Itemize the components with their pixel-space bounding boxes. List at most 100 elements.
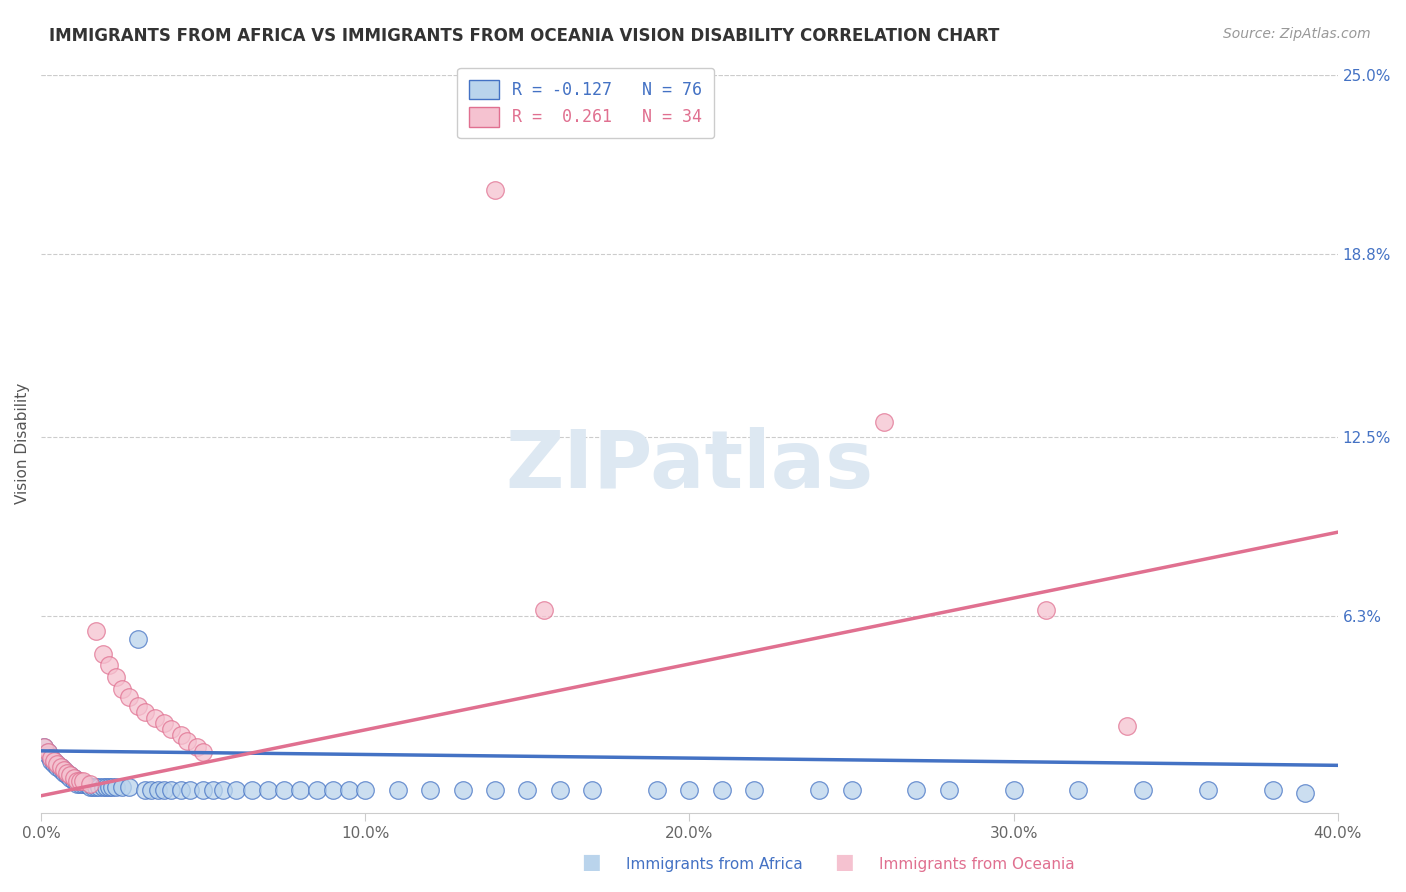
Point <box>153 716 176 731</box>
Text: Source: ZipAtlas.com: Source: ZipAtlas.com <box>1223 27 1371 41</box>
Point <box>62 772 84 786</box>
Point <box>290 783 312 797</box>
Point <box>98 780 121 794</box>
Point <box>101 780 124 794</box>
Point <box>56 768 79 782</box>
Point <box>104 780 127 794</box>
Point <box>211 783 233 797</box>
Point <box>46 756 69 771</box>
Point <box>111 780 134 794</box>
Point <box>52 763 75 777</box>
Point <box>59 768 82 782</box>
Point <box>39 751 62 765</box>
Point <box>273 783 295 797</box>
Point <box>581 783 603 797</box>
Point <box>322 783 344 797</box>
Point <box>938 783 960 797</box>
Point <box>134 705 156 719</box>
Point <box>305 783 328 797</box>
Point <box>1002 783 1025 797</box>
Point <box>337 783 360 797</box>
Point <box>46 756 69 771</box>
Point <box>159 783 181 797</box>
Point <box>533 603 555 617</box>
Point <box>134 783 156 797</box>
Text: IMMIGRANTS FROM AFRICA VS IMMIGRANTS FROM OCEANIA VISION DISABILITY CORRELATION : IMMIGRANTS FROM AFRICA VS IMMIGRANTS FRO… <box>49 27 1000 45</box>
Point <box>66 774 89 789</box>
Point <box>905 783 928 797</box>
Point <box>34 739 56 754</box>
Point <box>808 783 831 797</box>
Point <box>1132 783 1154 797</box>
Point <box>56 765 79 780</box>
Point <box>84 624 107 638</box>
Point <box>127 632 149 647</box>
Point <box>72 777 94 791</box>
Point <box>62 774 84 789</box>
Text: Immigrants from Oceania: Immigrants from Oceania <box>879 857 1074 872</box>
Point <box>645 783 668 797</box>
Point <box>201 783 224 797</box>
Point <box>179 783 201 797</box>
Point <box>451 783 474 797</box>
Point <box>127 698 149 713</box>
Point <box>354 783 377 797</box>
Point <box>1067 783 1090 797</box>
Point <box>111 681 134 696</box>
Point <box>39 754 62 768</box>
Point <box>76 777 98 791</box>
Legend: R = -0.127   N = 76, R =  0.261   N = 34: R = -0.127 N = 76, R = 0.261 N = 34 <box>457 68 714 138</box>
Point <box>159 722 181 736</box>
Point <box>59 768 82 782</box>
Point <box>169 728 191 742</box>
Point <box>34 739 56 754</box>
Point <box>117 780 139 794</box>
Point <box>193 745 215 759</box>
Point <box>37 745 59 759</box>
Point <box>710 783 733 797</box>
Point <box>484 183 506 197</box>
Point <box>46 760 69 774</box>
Point <box>94 780 117 794</box>
Point <box>98 658 121 673</box>
Point <box>42 756 65 771</box>
Point <box>37 748 59 763</box>
Point <box>42 754 65 768</box>
Text: ■: ■ <box>834 853 853 872</box>
Point <box>84 780 107 794</box>
Point <box>59 772 82 786</box>
Point <box>69 777 91 791</box>
Point <box>91 780 114 794</box>
Point <box>146 783 169 797</box>
Point <box>104 670 127 684</box>
Point <box>153 783 176 797</box>
Point <box>176 733 198 747</box>
Point <box>37 745 59 759</box>
Point <box>117 690 139 705</box>
Text: ZIPatlas: ZIPatlas <box>505 427 873 505</box>
Point <box>841 783 863 797</box>
Point <box>516 783 538 797</box>
Point <box>1261 783 1284 797</box>
Point <box>56 765 79 780</box>
Point <box>52 765 75 780</box>
Point <box>1035 603 1057 617</box>
Text: Immigrants from Africa: Immigrants from Africa <box>626 857 803 872</box>
Point <box>89 780 111 794</box>
Point <box>72 774 94 789</box>
Point <box>49 763 72 777</box>
Point <box>141 783 163 797</box>
Point <box>82 780 104 794</box>
Point <box>52 763 75 777</box>
Point <box>678 783 700 797</box>
Point <box>79 780 101 794</box>
Point <box>49 760 72 774</box>
Point <box>49 760 72 774</box>
Point <box>62 772 84 786</box>
Point <box>91 647 114 661</box>
Point <box>39 751 62 765</box>
Point <box>742 783 765 797</box>
Point <box>79 777 101 791</box>
Point <box>66 777 89 791</box>
Point <box>69 774 91 789</box>
